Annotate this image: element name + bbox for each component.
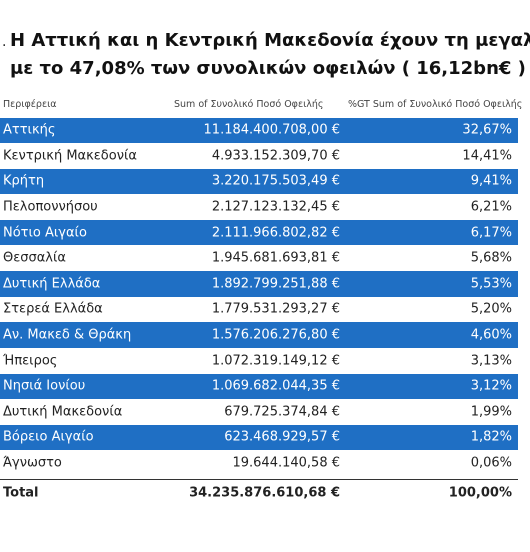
table-row: Βόρειο Αιγαίο 623.468.929,57 € 1,82% <box>0 424 518 451</box>
table-row: Νότιο Αιγαίο 2.111.966.802,82 € 6,17% <box>0 219 518 246</box>
table-cell: Αν. Μακεδ & Θράκη <box>3 327 132 343</box>
table-cell: Total <box>3 485 39 501</box>
table-row: Νησιά Ιονίου 1.069.682.044,35 € 3,12% <box>0 373 518 400</box>
table-cell: 3,12% <box>470 378 512 394</box>
table-cell: 1.779.531.293,27 € <box>211 301 340 317</box>
table-cell: 2.111.966.802,82 € <box>211 225 340 241</box>
table-cell: 32,67% <box>462 122 512 138</box>
table-cell: Κρήτη <box>3 173 45 189</box>
table-row: Αν. Μακεδ & Θράκη 1.576.206.276,80 € 4,60% <box>0 322 518 348</box>
column-header: Sum of Συνολικό Ποσό Οφειλής <box>174 99 324 110</box>
title-line: με το 47,08% των συνολικών οφειλών ( 16,… <box>10 58 526 79</box>
table-cell: 9,41% <box>470 173 512 189</box>
table-cell: 5,68% <box>470 250 512 266</box>
table-row: Άγνωστο 19.644.140,58 € 0,06% <box>0 450 518 476</box>
table-cell: 1.072.319.149,12 € <box>211 353 340 369</box>
table-row: Δυτική Ελλάδα 1.892.799.251,88 € 5,53% <box>0 271 518 297</box>
column-header: %GT Sum of Συνολικό Ποσό Οφειλής <box>348 99 523 110</box>
table-row: Κρήτη 3.220.175.503,49 € 9,41% <box>0 168 518 195</box>
table-cell: Νησιά Ιονίου <box>3 378 86 394</box>
table-cell: 100,00% <box>448 485 512 501</box>
table-cell: 2.127.123.132,45 € <box>211 199 340 215</box>
table-cell: 1.892.799.251,88 € <box>211 276 340 292</box>
table-cell: 34.235.876.610,68 € <box>189 485 340 501</box>
table-cell: 6,17% <box>470 225 512 241</box>
table-cell: 1.945.681.693,81 € <box>211 250 340 266</box>
table-cell: 1,82% <box>470 429 512 445</box>
title-line: Η Αττική και η Κεντρική Μακεδονία έχουν … <box>10 30 530 51</box>
column-header: Περιφέρεια <box>3 99 57 110</box>
table-cell: 5,53% <box>470 276 512 292</box>
table-row: Πελοποννήσου 2.127.123.132,45 € 6,21% <box>0 194 518 220</box>
table-cell: 3,13% <box>470 353 512 369</box>
table-cell: Θεσσαλία <box>3 250 66 266</box>
table-cell: 1.069.682.044,35 € <box>211 378 340 394</box>
table-cell: 5,20% <box>470 301 512 317</box>
table-row: Θεσσαλία 1.945.681.693,81 € 5,68% <box>0 246 518 272</box>
table-cell: Νότιο Αιγαίο <box>3 225 87 241</box>
table-cell: 1.576.206.276,80 € <box>211 327 340 343</box>
table-cell: 4.933.152.309,70 € <box>211 148 340 164</box>
table-cell: Άγνωστο <box>3 455 62 471</box>
table-cell: 3.220.175.503,49 € <box>211 173 340 189</box>
table-cell: Βόρειο Αιγαίο <box>3 429 94 445</box>
table-row: Αττικής 11.184.400.708,00 € 32,67% <box>0 117 518 144</box>
table-cell: Πελοποννήσου <box>3 199 98 215</box>
table-cell: Ήπειρος <box>3 353 58 369</box>
bullet: . <box>2 34 7 50</box>
table-row: Δυτική Μακεδονία 679.725.374,84 € 1,99% <box>0 399 518 425</box>
table-row: Ήπειρος 1.072.319.149,12 € 3,13% <box>0 348 518 374</box>
table-row: Total 34.235.876.610,68 € 100,00% <box>0 478 518 506</box>
table-row: Κεντρική Μακεδονία 4.933.152.309,70 € 14,4… <box>0 143 518 169</box>
table-cell: 679.725.374,84 € <box>224 404 340 420</box>
table-row: Στερεά Ελλάδα 1.779.531.293,27 € 5,20% <box>0 297 518 323</box>
table-cell: Δυτική Ελλάδα <box>3 276 101 292</box>
table-cell: 19.644.140,58 € <box>232 455 340 471</box>
table-cell: Κεντρική Μακεδονία <box>3 148 137 164</box>
table-cell: 0,06% <box>470 455 512 471</box>
table-cell: Αττικής <box>3 122 56 138</box>
table-cell: 14,41% <box>462 148 512 164</box>
table-cell: 11.184.400.708,00 € <box>203 122 340 138</box>
table-cell: Δυτική Μακεδονία <box>3 404 123 420</box>
table-cell: 623.468.929,57 € <box>224 429 340 445</box>
table-cell: 4,60% <box>470 327 512 343</box>
table-cell: Στερεά Ελλάδα <box>3 301 103 317</box>
table-cell: 1,99% <box>470 404 512 420</box>
table-cell: 6,21% <box>470 199 512 215</box>
